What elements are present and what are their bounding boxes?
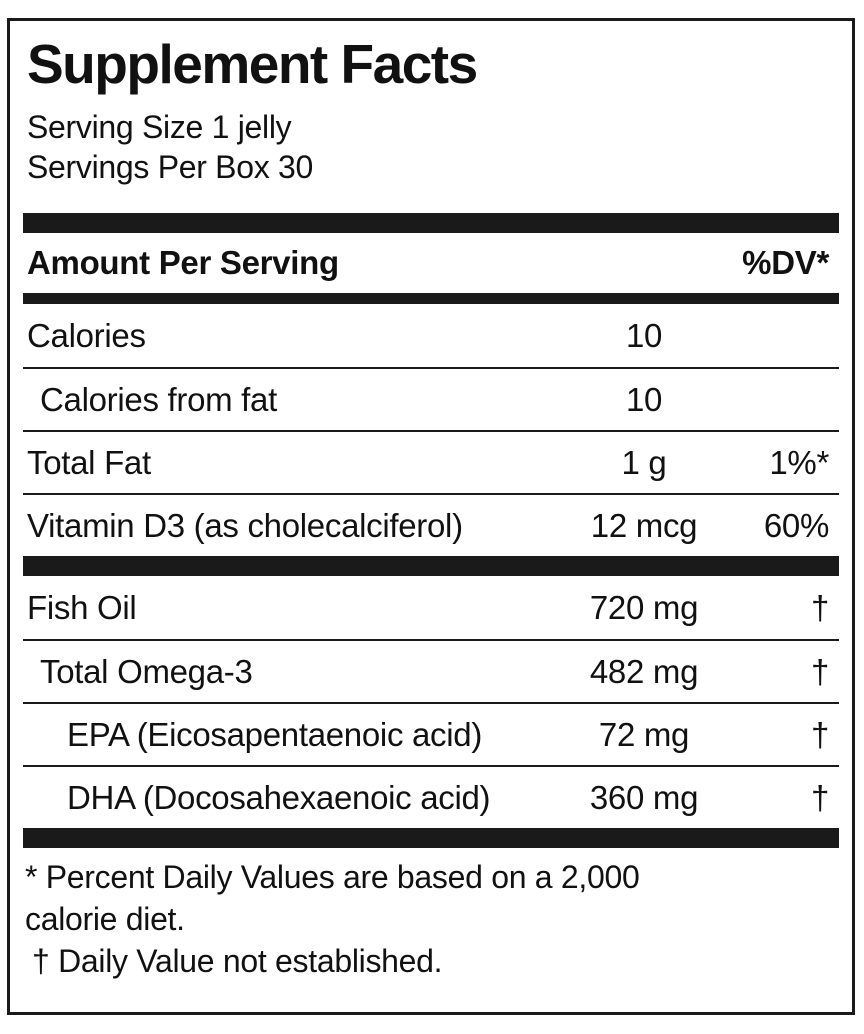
nutrient-dv: 60%: [763, 506, 829, 544]
serving-size: Serving Size 1 jelly: [27, 109, 292, 145]
nutrient-dv: †: [810, 588, 829, 626]
nutrient-dv: †: [810, 715, 829, 753]
servings-per-box: Servings Per Box 30: [27, 149, 314, 185]
facts-title: Supplement Facts: [27, 33, 478, 95]
nutrient-name: Vitamin D3 (as cholecalciferol): [27, 506, 463, 544]
nutrient-row: Total Omega-3 482 mg †: [23, 639, 839, 702]
nutrient-amount: 12 mcg: [590, 506, 698, 544]
nutrient-name: Fish Oil: [27, 588, 137, 626]
nutrient-name: Calories: [27, 316, 146, 354]
nutrient-amount: 360 mg: [589, 778, 699, 816]
section-divider-bar: [23, 556, 839, 576]
nutrient-amount: 1 g: [621, 443, 667, 481]
nutrient-amount: 72 mg: [598, 715, 690, 753]
nutrient-name: Calories from fat: [40, 380, 277, 418]
nutrient-dv: †: [810, 652, 829, 690]
nutrient-dv: 1%*: [769, 443, 829, 481]
nutrient-name: Total Omega-3: [40, 652, 253, 690]
percent-dv-header: %DV*: [742, 244, 829, 281]
percent-dv-footnote: * Percent Daily Values are based on a 2,…: [25, 859, 640, 937]
nutrient-amount: 10: [625, 316, 663, 354]
nutrient-row: DHA (Docosahexaenoic acid) 360 mg †: [23, 765, 839, 828]
nutrient-name: EPA (Eicosapentaenoic acid): [67, 715, 483, 753]
nutrient-name: DHA (Docosahexaenoic acid): [67, 778, 491, 816]
nutrient-dv: †: [810, 778, 829, 816]
nutrient-amount: 10: [625, 380, 663, 418]
footnotes: * Percent Daily Values are based on a 2,…: [23, 848, 839, 982]
serving-info: Serving Size 1 jelly Servings Per Box 30: [23, 107, 839, 187]
nutrient-row: Total Fat 1 g 1%*: [23, 430, 839, 493]
nutrient-row: Calories 10: [23, 304, 839, 367]
column-header-row: Amount Per Serving %DV*: [23, 233, 839, 293]
nutrient-row: Calories from fat 10: [23, 367, 839, 430]
daily-value-footnote: † Daily Value not established.: [32, 943, 443, 979]
nutrient-amount: 482 mg: [589, 652, 699, 690]
header-rule-bar: [23, 293, 839, 304]
nutrient-amount: 720 mg: [589, 588, 699, 626]
nutrient-row: EPA (Eicosapentaenoic acid) 72 mg †: [23, 702, 839, 765]
nutrient-row: Fish Oil 720 mg †: [23, 576, 839, 639]
section-divider-bar: [23, 828, 839, 848]
section-divider-bar: [23, 213, 839, 233]
nutrient-row: Vitamin D3 (as cholecalciferol) 12 mcg 6…: [23, 493, 839, 556]
amount-per-serving-header: Amount Per Serving: [27, 244, 339, 281]
supplement-facts-label: Supplement Facts Serving Size 1 jelly Se…: [7, 18, 855, 1015]
nutrient-name: Total Fat: [27, 443, 151, 481]
